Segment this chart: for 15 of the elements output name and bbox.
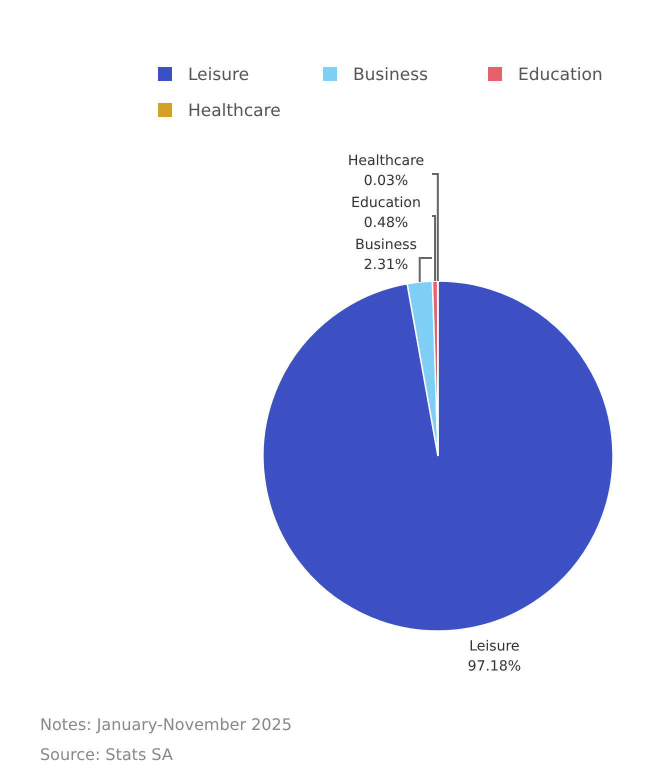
legend-label: Education bbox=[518, 65, 603, 85]
pie-slice bbox=[262, 280, 614, 632]
slice-label: Education bbox=[351, 195, 421, 211]
legend-label: Business bbox=[353, 65, 428, 85]
data-label: 97.18% bbox=[468, 658, 522, 674]
data-label: 2.31% bbox=[364, 257, 408, 273]
legend-label: Leisure bbox=[188, 65, 250, 85]
slice-label: Business bbox=[355, 237, 417, 253]
slice-label: Leisure bbox=[469, 638, 520, 654]
text: Notes: January-November 2025 bbox=[40, 715, 292, 734]
slice-label: Healthcare bbox=[348, 153, 424, 169]
legend-label: Healthcare bbox=[188, 101, 281, 121]
data-label: 0.48% bbox=[364, 215, 408, 231]
source-note: Source: Stats SA bbox=[40, 745, 173, 764]
data-label: 0.03% bbox=[364, 173, 408, 189]
